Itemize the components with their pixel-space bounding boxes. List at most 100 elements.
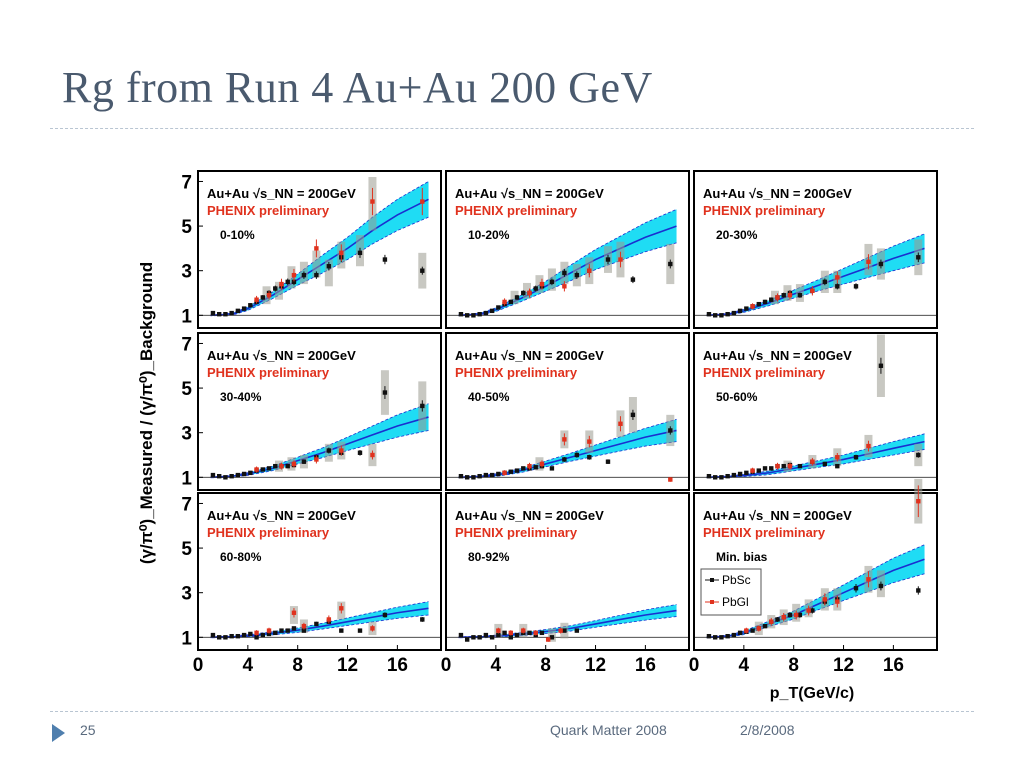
pbsc-point — [477, 311, 482, 317]
title-divider — [50, 128, 974, 129]
pbsc-point — [464, 313, 470, 318]
footer-date: 2/8/2008 — [740, 722, 795, 738]
pbgl-point — [769, 619, 774, 624]
pbsc-point — [285, 279, 290, 285]
band-lower-edge — [458, 616, 677, 639]
pbsc-point — [514, 468, 520, 473]
centrality-label: 20-30% — [716, 228, 758, 242]
pbsc-point — [216, 473, 222, 479]
pbsc-point — [744, 306, 749, 311]
pbgl-point — [279, 463, 284, 469]
centrality-label: Min. bias — [716, 550, 768, 564]
collaboration-label: PHENIX preliminary — [703, 203, 826, 218]
pbgl-point — [866, 443, 871, 449]
pbgl-point — [558, 628, 563, 633]
collaboration-label: PHENIX preliminary — [703, 525, 826, 540]
pbsc-point — [797, 293, 803, 298]
pbgl-point — [775, 295, 780, 300]
pbgl-point — [254, 467, 259, 472]
centrality-label: 0-10% — [220, 228, 255, 242]
pbgl-point — [618, 421, 623, 426]
pbsc-point — [878, 363, 884, 368]
pbsc-point — [668, 428, 673, 433]
pbsc-point — [756, 301, 761, 307]
pbsc-point — [549, 635, 555, 640]
pbgl-point — [527, 290, 532, 296]
pbsc-point — [822, 461, 828, 467]
pbgl-point — [562, 437, 567, 442]
pbsc-point — [326, 448, 332, 453]
pbgl-point — [781, 615, 786, 620]
y-tick-label: 7 — [181, 334, 192, 355]
pbsc-point — [587, 455, 592, 460]
systematic-box — [783, 285, 792, 301]
pbgl-point — [668, 477, 673, 482]
pbsc-point — [458, 632, 464, 638]
pbsc-point — [916, 588, 921, 593]
pbsc-point — [254, 635, 259, 640]
pbsc-point — [853, 586, 859, 591]
pbgl-point — [496, 628, 501, 633]
band-lower-edge — [210, 614, 429, 639]
pbsc-point — [781, 463, 786, 469]
pbsc-point — [853, 284, 859, 289]
pbsc-point — [483, 310, 489, 316]
centrality-label: 50-60% — [716, 390, 758, 404]
pbsc-point — [223, 311, 228, 317]
system-label: Au+Au √s_NN = 200GeV — [207, 186, 356, 201]
pbsc-point — [630, 277, 636, 282]
pbsc-point — [273, 286, 278, 291]
system-label: Au+Au √s_NN = 200GeV — [703, 186, 852, 201]
collaboration-label: PHENIX preliminary — [455, 203, 578, 218]
systematic-box — [771, 290, 779, 305]
pbsc-point — [489, 635, 495, 640]
pbgl-point — [835, 275, 840, 280]
pbsc-point — [521, 466, 526, 471]
pbsc-point — [835, 463, 840, 469]
pbsc-point — [210, 472, 216, 478]
systematic-box — [262, 286, 271, 305]
pbsc-point — [502, 630, 507, 636]
x-tick-label: 16 — [387, 655, 408, 676]
pbsc-point — [514, 632, 520, 638]
systematic-box — [547, 628, 556, 642]
systematic-box — [287, 266, 296, 289]
legend: PbSc PbGl — [700, 568, 762, 616]
x-tick-label: 8 — [788, 655, 799, 676]
pbgl-point — [370, 626, 375, 631]
pbgl-point — [533, 630, 538, 636]
pbsc-point — [216, 311, 222, 317]
pbgl-point — [810, 288, 815, 293]
pbsc-point — [210, 632, 216, 638]
footer-divider — [50, 711, 974, 712]
pbsc-point — [229, 633, 234, 639]
pbsc-point — [471, 635, 476, 640]
pbsc-point — [301, 272, 307, 278]
pbgl-point — [756, 626, 761, 631]
y-axis-title: (γ/π⁰)_Measured / (γ/π⁰)_Background — [137, 262, 156, 564]
system-label: Au+Au √s_NN = 200GeV — [703, 348, 852, 363]
pbgl-point — [810, 459, 815, 464]
pbgl-point — [750, 304, 755, 309]
slide-number: 25 — [80, 722, 96, 738]
pbsc-point — [241, 471, 247, 477]
x-axis-title: p_T(GeV/c) — [770, 685, 854, 702]
collaboration-label: PHENIX preliminary — [207, 525, 330, 540]
y-tick-label: 5 — [181, 539, 192, 560]
pbsc-point — [756, 468, 761, 473]
pbgl-point — [793, 612, 799, 618]
pbsc-point — [731, 472, 737, 478]
pbsc-point — [291, 279, 297, 285]
pbsc-point — [477, 635, 482, 640]
pbgl-point — [587, 268, 592, 273]
y-tick-label: 3 — [181, 424, 192, 445]
pbsc-point — [508, 299, 513, 305]
theory-band — [210, 601, 429, 638]
pbsc-point — [464, 637, 470, 642]
collaboration-label: PHENIX preliminary — [455, 365, 578, 380]
system-label: Au+Au √s_NN = 200GeV — [703, 508, 852, 523]
pbsc-point — [605, 459, 611, 464]
pbgl-point — [527, 463, 532, 469]
pbsc-point — [314, 621, 319, 627]
pbsc-point — [357, 250, 363, 256]
